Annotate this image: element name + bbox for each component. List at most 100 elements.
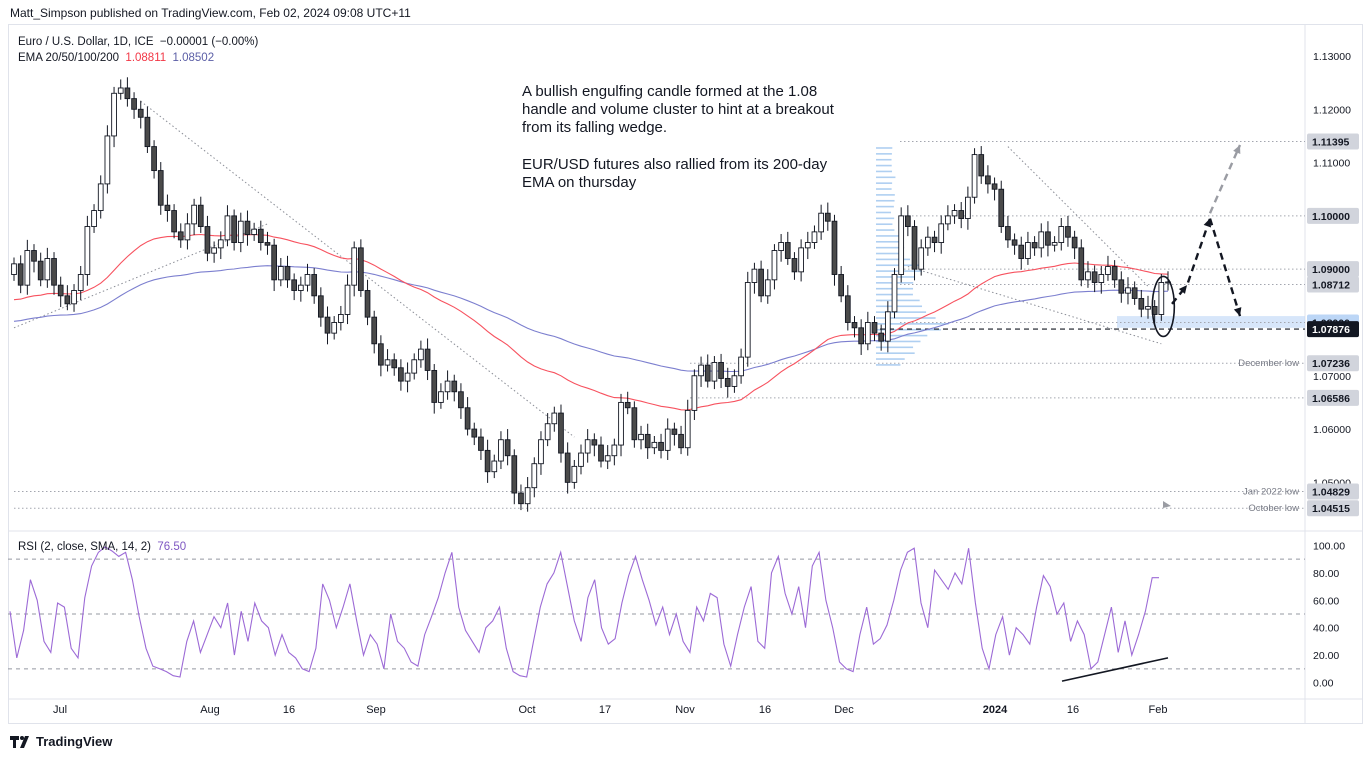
candle-body [439,392,444,403]
ema-legend[interactable]: EMA 20/50/100/200 1.08811 1.08502 [18,52,214,64]
ema-50-line [14,235,1168,410]
candle-body [939,224,944,243]
candle-body [719,362,724,378]
candle [865,312,870,350]
candle [105,125,110,193]
candle [572,460,577,489]
candle [132,92,137,119]
candle-body [285,267,290,280]
candle-body [832,221,837,274]
candle-body [232,216,237,243]
candle [1072,231,1077,259]
candle [1112,260,1117,288]
candle-body [1119,280,1124,293]
candle-body [352,248,357,285]
footer-brand[interactable]: TradingView [10,734,112,749]
footer-brand-label: TradingView [36,734,112,749]
candle [619,394,624,456]
symbol-title[interactable]: Euro / U.S. Dollar, 1D, ICE [18,36,154,48]
candle [18,255,23,293]
candle-body [412,360,417,373]
time-tick-label: 17 [599,704,611,716]
candle [452,375,457,402]
candle [385,349,390,371]
candle-body [72,290,77,303]
candle-body [1012,240,1017,245]
volume-profile-bar [876,182,892,184]
candle [725,368,730,398]
candle-body [145,117,150,146]
candle [52,252,57,295]
rsi-legend[interactable]: RSI (2, close, SMA, 14, 2) 76.50 [18,541,186,553]
time-tick-label: Nov [675,704,695,716]
candle-body [659,442,664,450]
candle-body [765,280,770,296]
price-label-text: 1.06586 [1312,393,1350,405]
candle [652,436,657,454]
candle [425,338,430,380]
candle-body [625,402,630,407]
candle-body [419,349,424,360]
candle [1079,239,1084,286]
candle [952,204,957,224]
candle-body [338,314,343,322]
candle-body [685,410,690,447]
candle-body [332,322,337,333]
candle [125,77,130,106]
candle-body [779,243,784,251]
candle [839,266,844,302]
candle-body [52,259,57,286]
candle-body [225,216,230,240]
ema-value-red: 1.08811 [125,52,166,64]
rsi-tick-label: 80.00 [1313,568,1339,580]
candle-body [619,402,624,445]
candle-body [345,285,350,314]
time-tick-label: Jul [53,704,67,716]
candle-body [32,251,37,262]
candle-body [265,243,270,246]
candle-body [752,269,757,282]
candle [238,213,243,252]
rsi-trendline [1062,658,1168,681]
candle-body [732,376,737,387]
candle [872,316,877,341]
candle-body [992,184,997,189]
candle-body [45,259,50,280]
candle [1066,216,1071,247]
candle-body [505,440,510,456]
candle-body [772,251,777,280]
candle [305,264,310,292]
candle-body [745,283,750,358]
candle [1059,218,1064,251]
candle-body [1052,243,1057,246]
candle [705,354,710,387]
candle [112,87,117,147]
candle [378,335,383,376]
price-label-text: 1.07236 [1312,358,1350,370]
candle [805,232,810,259]
candle-body [132,99,137,110]
candle [492,455,497,478]
candle [765,269,770,304]
volume-profile-bar [876,177,895,179]
candle-body [999,189,1004,226]
time-tick-label: Aug [200,704,220,716]
candle-body [92,211,97,227]
candle [232,209,237,250]
candle-body [699,365,704,376]
candle [145,107,150,153]
candle-body [1146,306,1151,309]
annotation-futures: EUR/USD futures also rallied from its 20… [522,156,827,192]
candle-body [425,349,430,370]
projection-arrow-3 [1210,219,1240,317]
candle-body [445,381,450,392]
candle-body [165,205,170,210]
candle [245,211,250,246]
time-tick-label: Oct [518,704,535,716]
candle-body [965,197,970,218]
candle-body [192,205,197,224]
candle [212,241,217,262]
candle [252,223,257,241]
volume-profile-bar [876,364,900,366]
candle [432,364,437,414]
